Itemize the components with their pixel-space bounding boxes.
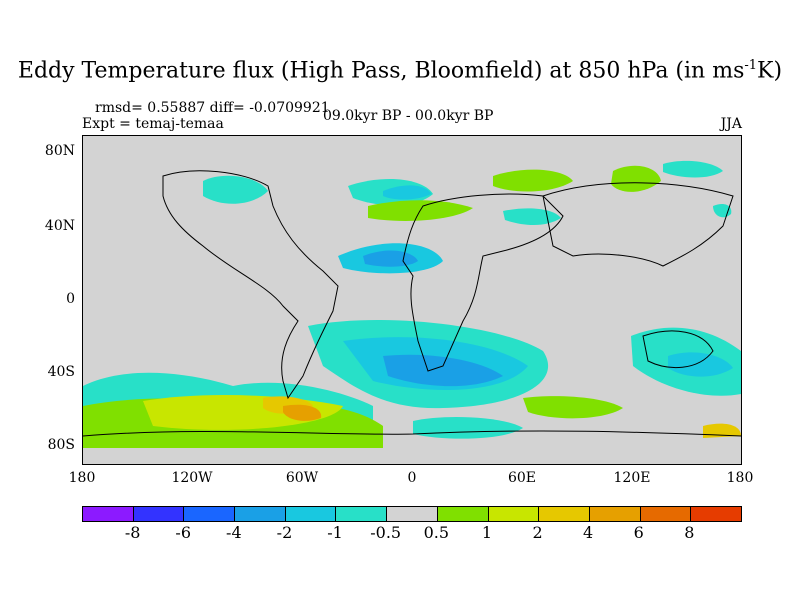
map-title: Eddy Temperature flux (High Pass, Bloomf…: [17, 58, 783, 84]
colorbar-label: 1: [481, 523, 493, 542]
period-label: 09.0kyr BP - 00.0kyr BP: [323, 108, 494, 124]
lat-label: 0: [66, 291, 75, 307]
colorbar-label: 6: [633, 523, 644, 542]
colorbar-swatch: [691, 507, 741, 521]
lon-label: 0: [407, 470, 417, 486]
colorbar-label: 0.5: [423, 523, 450, 542]
stats-text: rmsd= 0.55887 diff= -0.0709921: [95, 100, 330, 116]
world-map: [82, 135, 742, 465]
experiment-label: Expt = temaj-temaa: [82, 116, 224, 132]
colorbar-swatch: [539, 507, 590, 521]
lon-label: 120W: [171, 470, 213, 486]
colorbar-swatch: [133, 507, 185, 521]
lon-label: 60E: [507, 470, 537, 486]
season-label: JJA: [720, 116, 742, 132]
lat-label: 80N: [44, 143, 75, 159]
colorbar: [82, 506, 742, 522]
lon-label: 180: [726, 470, 754, 486]
colorbar-label: -0.5: [370, 523, 402, 542]
colorbar-swatch: [387, 507, 438, 521]
colorbar-label: -8: [124, 523, 141, 542]
colorbar-label: 4: [583, 523, 594, 542]
colorbar-label: 2: [532, 523, 543, 542]
colorbar-label: -2: [276, 523, 293, 542]
lon-label: 120E: [613, 470, 651, 486]
lat-label: 80S: [47, 437, 75, 453]
colorbar-swatch: [235, 507, 286, 521]
lon-label: 60W: [285, 470, 319, 486]
colorbar-swatch: [488, 507, 540, 521]
colorbar-swatch: [83, 507, 134, 521]
colorbar-swatch: [437, 507, 489, 521]
colorbar-swatch: [336, 507, 388, 521]
colorbar-swatch: [589, 507, 641, 521]
colorbar-swatch: [285, 507, 337, 521]
anomaly-field: [83, 160, 741, 448]
lat-label: 40S: [47, 364, 75, 380]
lat-label: 40N: [44, 218, 75, 234]
colorbar-label: -1: [327, 523, 343, 542]
colorbar-swatch: [640, 507, 692, 521]
colorbar-label: -4: [226, 523, 242, 542]
lon-label: 180: [68, 470, 96, 486]
colorbar-label: 8: [684, 523, 695, 542]
colorbar-swatch: [184, 507, 236, 521]
colorbar-label: -6: [175, 523, 192, 542]
